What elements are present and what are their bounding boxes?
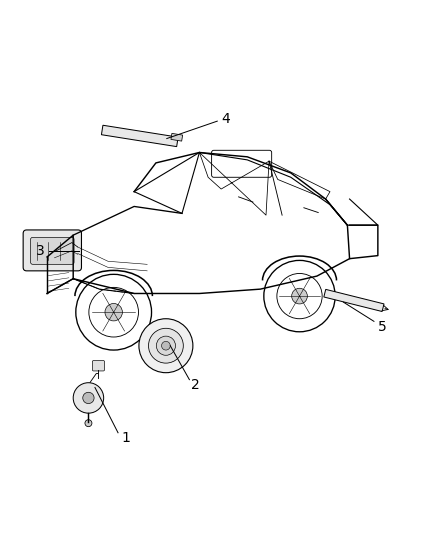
Polygon shape bbox=[171, 133, 183, 141]
FancyBboxPatch shape bbox=[31, 237, 74, 264]
FancyBboxPatch shape bbox=[23, 230, 81, 271]
Circle shape bbox=[73, 383, 104, 413]
Circle shape bbox=[148, 328, 184, 363]
Circle shape bbox=[156, 336, 176, 356]
Text: 1: 1 bbox=[121, 431, 130, 445]
Circle shape bbox=[162, 341, 170, 350]
Text: 3: 3 bbox=[36, 244, 45, 259]
Text: 2: 2 bbox=[191, 378, 199, 392]
Text: 5: 5 bbox=[378, 320, 387, 334]
FancyBboxPatch shape bbox=[92, 360, 105, 371]
Circle shape bbox=[85, 419, 92, 426]
Circle shape bbox=[292, 288, 307, 304]
Circle shape bbox=[105, 303, 122, 321]
Polygon shape bbox=[324, 289, 384, 311]
Polygon shape bbox=[102, 125, 178, 147]
Circle shape bbox=[83, 392, 94, 403]
Circle shape bbox=[139, 319, 193, 373]
Text: 4: 4 bbox=[221, 112, 230, 126]
